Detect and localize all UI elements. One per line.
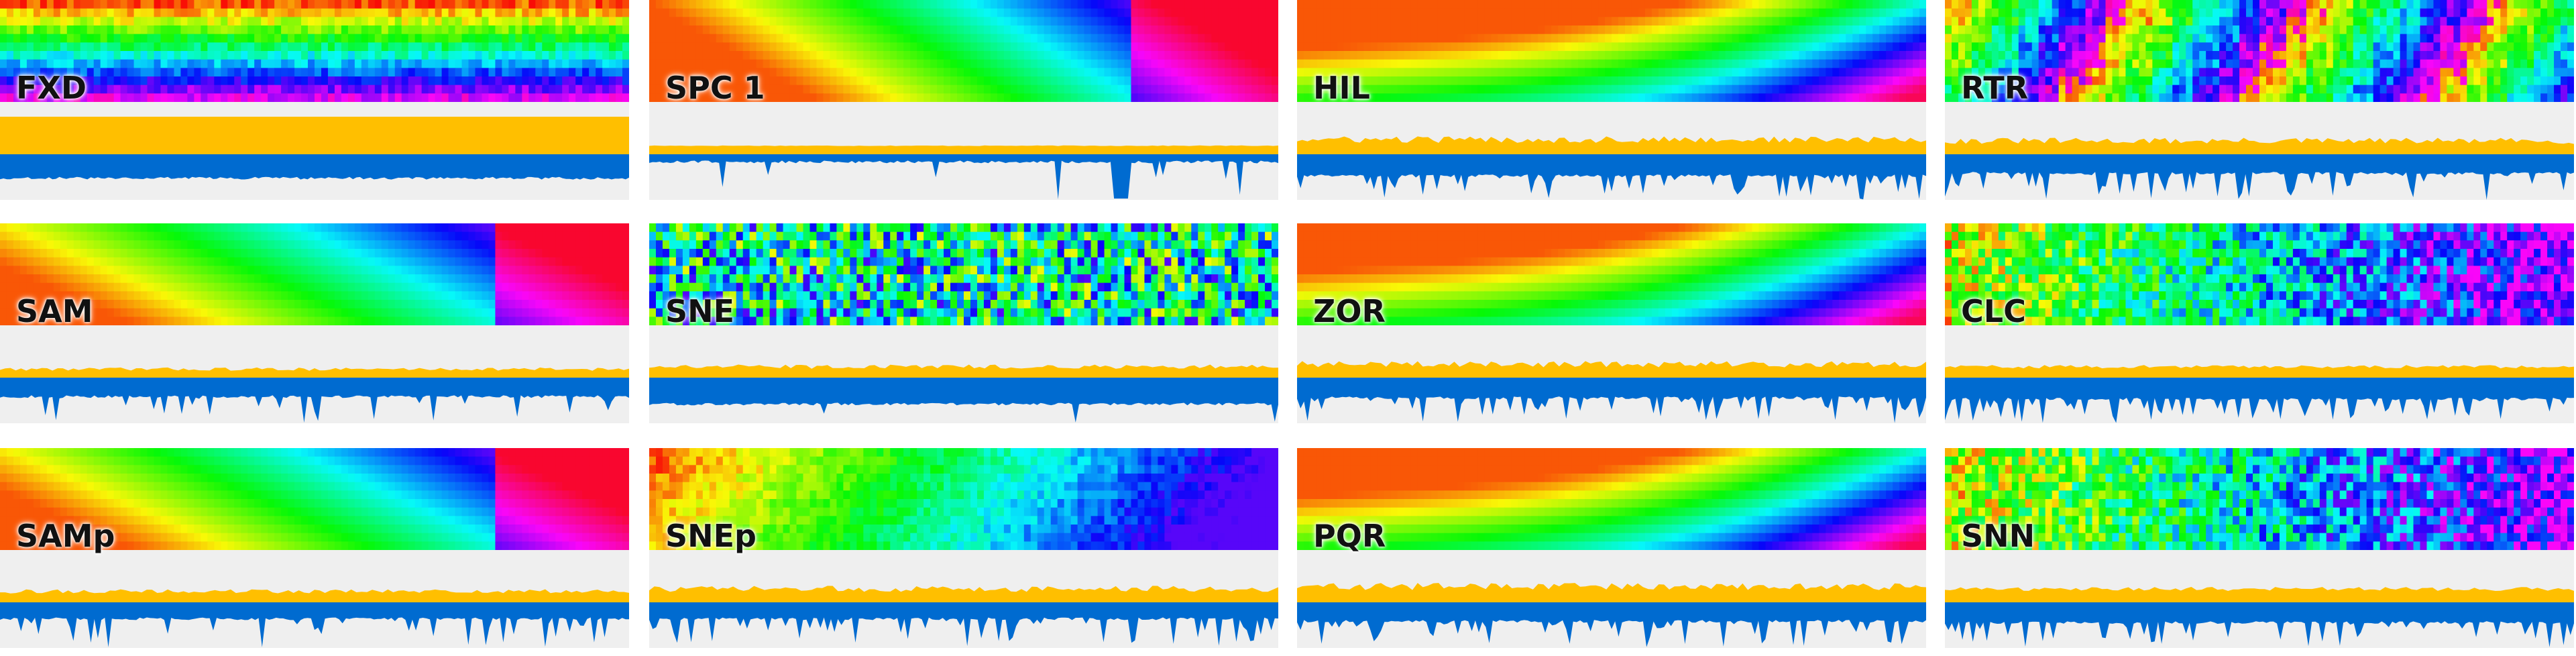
blue-area-series (1945, 378, 2574, 423)
area-plots (1297, 136, 1926, 200)
chart-panel-rtr: RTR (1945, 0, 2574, 200)
chart-panel-sam: SAM (0, 223, 629, 423)
chart-panel-pqr: PQR (1297, 448, 1926, 648)
gold-area-series (1297, 583, 1926, 602)
color-strip-heatmap (0, 223, 629, 325)
color-strip-heatmap (0, 448, 629, 550)
blue-area-series (0, 154, 629, 180)
gold-area-series (649, 586, 1278, 602)
gold-area-series (1945, 138, 2574, 154)
panel-label: RTR (1961, 70, 2029, 106)
color-strip-heatmap (649, 448, 1278, 550)
panel-label: SNEp (665, 518, 757, 554)
blue-area-series (1297, 154, 1926, 200)
blue-area-series (1945, 602, 2574, 647)
blue-area-series (649, 154, 1278, 199)
area-plots (649, 145, 1278, 199)
area-plots (1945, 365, 2574, 423)
panel-label: CLC (1961, 293, 2026, 329)
blue-area-series (1945, 154, 2574, 200)
chart-panel-zor: ZOR (1297, 223, 1926, 423)
gold-area-series (1297, 361, 1926, 378)
blue-area-series (1297, 602, 1926, 647)
chart-panel-clc: CLC (1945, 223, 2574, 423)
blue-area-series (649, 602, 1278, 647)
color-strip-heatmap (1945, 223, 2574, 325)
panel-label: SNN (1961, 518, 2035, 554)
area-plots (0, 589, 629, 647)
panel-label: SNE (665, 293, 735, 329)
gold-area-series (1297, 136, 1926, 154)
blue-area-series (649, 378, 1278, 423)
area-plots (0, 117, 629, 180)
area-plots (649, 364, 1278, 423)
panel-label: SAM (16, 293, 93, 329)
panel-label: HIL (1313, 70, 1370, 106)
color-strip-heatmap (1297, 0, 1926, 102)
gold-area-series (0, 589, 629, 602)
chart-panel-snep: SNEp (649, 448, 1278, 648)
gold-area-series (1945, 587, 2574, 602)
blue-area-series (0, 378, 629, 423)
color-strip-heatmap (1945, 448, 2574, 550)
blue-area-series (1297, 378, 1926, 423)
panel-label: FXD (16, 70, 87, 106)
area-plots (1297, 361, 1926, 423)
gold-area-series (649, 145, 1278, 154)
area-plots (1297, 583, 1926, 647)
gold-area-series (0, 367, 629, 378)
gold-area-series (0, 117, 629, 154)
color-strip-heatmap (1945, 0, 2574, 102)
panel-label: SAMp (16, 518, 115, 554)
chart-panel-spc1: SPC 1 (649, 0, 1278, 200)
area-plots (649, 586, 1278, 647)
panel-label: SPC 1 (665, 70, 765, 106)
area-plots (1945, 587, 2574, 647)
color-strip-heatmap (1297, 223, 1926, 325)
area-plots (0, 367, 629, 423)
chart-panel-fxd: FXD (0, 0, 629, 200)
blue-area-series (0, 602, 629, 647)
color-strip-heatmap (0, 0, 629, 102)
panel-label: ZOR (1313, 293, 1386, 329)
chart-panel-snn: SNN (1945, 448, 2574, 648)
gold-area-series (1945, 365, 2574, 378)
area-plots (1945, 138, 2574, 200)
color-strip-heatmap (649, 0, 1278, 102)
color-strip-heatmap (1297, 448, 1926, 550)
gold-area-series (649, 364, 1278, 378)
panel-label: PQR (1313, 518, 1386, 554)
color-strip-heatmap (649, 223, 1278, 325)
chart-panel-samp: SAMp (0, 448, 629, 648)
chart-panel-hil: HIL (1297, 0, 1926, 200)
chart-panel-sne: SNE (649, 223, 1278, 423)
